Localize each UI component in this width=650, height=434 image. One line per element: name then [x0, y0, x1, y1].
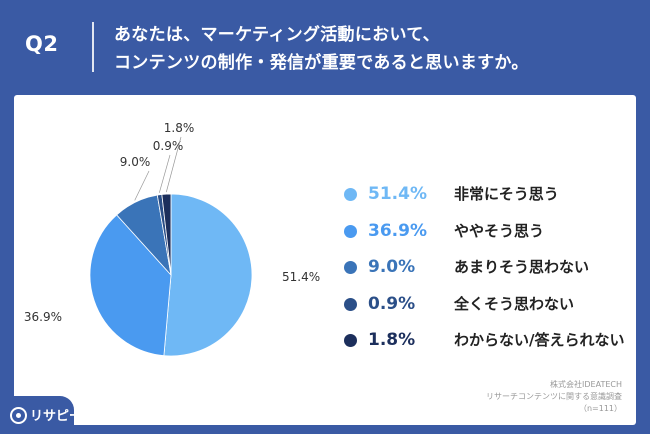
legend-label: 非常にそう思う: [454, 185, 559, 203]
legend-label: あまりそう思わない: [454, 258, 590, 276]
legend-label: ややそう思う: [454, 221, 545, 240]
source-survey: リサーチコンテンツに関する意識調査: [486, 392, 622, 401]
pie-slice: [163, 193, 253, 357]
pie-slice: [161, 193, 172, 276]
leader-line: [158, 154, 171, 193]
slice-label: 1.8%: [164, 121, 195, 135]
slice-label: 36.9%: [24, 310, 62, 324]
lightbulb-icon: [10, 407, 27, 424]
legend-dot: [344, 261, 357, 274]
source-sample-size: （n=111）: [578, 404, 622, 413]
legend-percent: 1.8%: [368, 330, 416, 350]
legend-label: わからない/答えられない: [454, 331, 625, 349]
legend-dot: [344, 297, 357, 311]
legend-percent: 36.9%: [368, 220, 427, 241]
legend-dot: [344, 188, 357, 201]
legend-percent: 9.0%: [368, 257, 416, 277]
slice-label: 51.4%: [282, 270, 320, 284]
brand-logo: リサピー: [0, 396, 82, 434]
legend-dot: [344, 224, 357, 238]
question-text-line2: コンテンツの制作・発信が重要であると思いますか。: [114, 53, 529, 73]
source-note: 株式会社IDEATECH リサーチコンテンツに関する意識調査 （n=111）: [486, 379, 622, 415]
pie-chart: 51.4% 36.9% 9.0%0.9% 1.8%: [24, 121, 320, 357]
leader-line: [165, 136, 182, 193]
legend-percent: 0.9%: [368, 293, 416, 314]
question-number: Q2: [25, 32, 59, 56]
legend-label: 全くそう思わない: [454, 294, 575, 313]
source-company: 株式会社IDEATECH: [550, 380, 622, 389]
pie-slice: [89, 214, 172, 357]
slice-label: 0.9%: [153, 139, 184, 153]
legend-percent: 51.4%: [368, 184, 427, 204]
chart-card: 51.4% 36.9% 9.0% 0.9% 1.8% 51.4% 非常にそう思う 36.…: [14, 95, 636, 425]
brand-name: リサピー: [30, 409, 83, 424]
header: Q2 あなたは、マーケティング活動において、 コンテンツの制作・発信が重要である…: [0, 0, 650, 92]
legend-dot: [344, 334, 357, 347]
slice-label: 9.0%: [120, 155, 151, 169]
header-divider: [92, 22, 94, 72]
question-text-line1: あなたは、マーケティング活動において、: [114, 25, 440, 45]
leader-line: [134, 170, 150, 201]
